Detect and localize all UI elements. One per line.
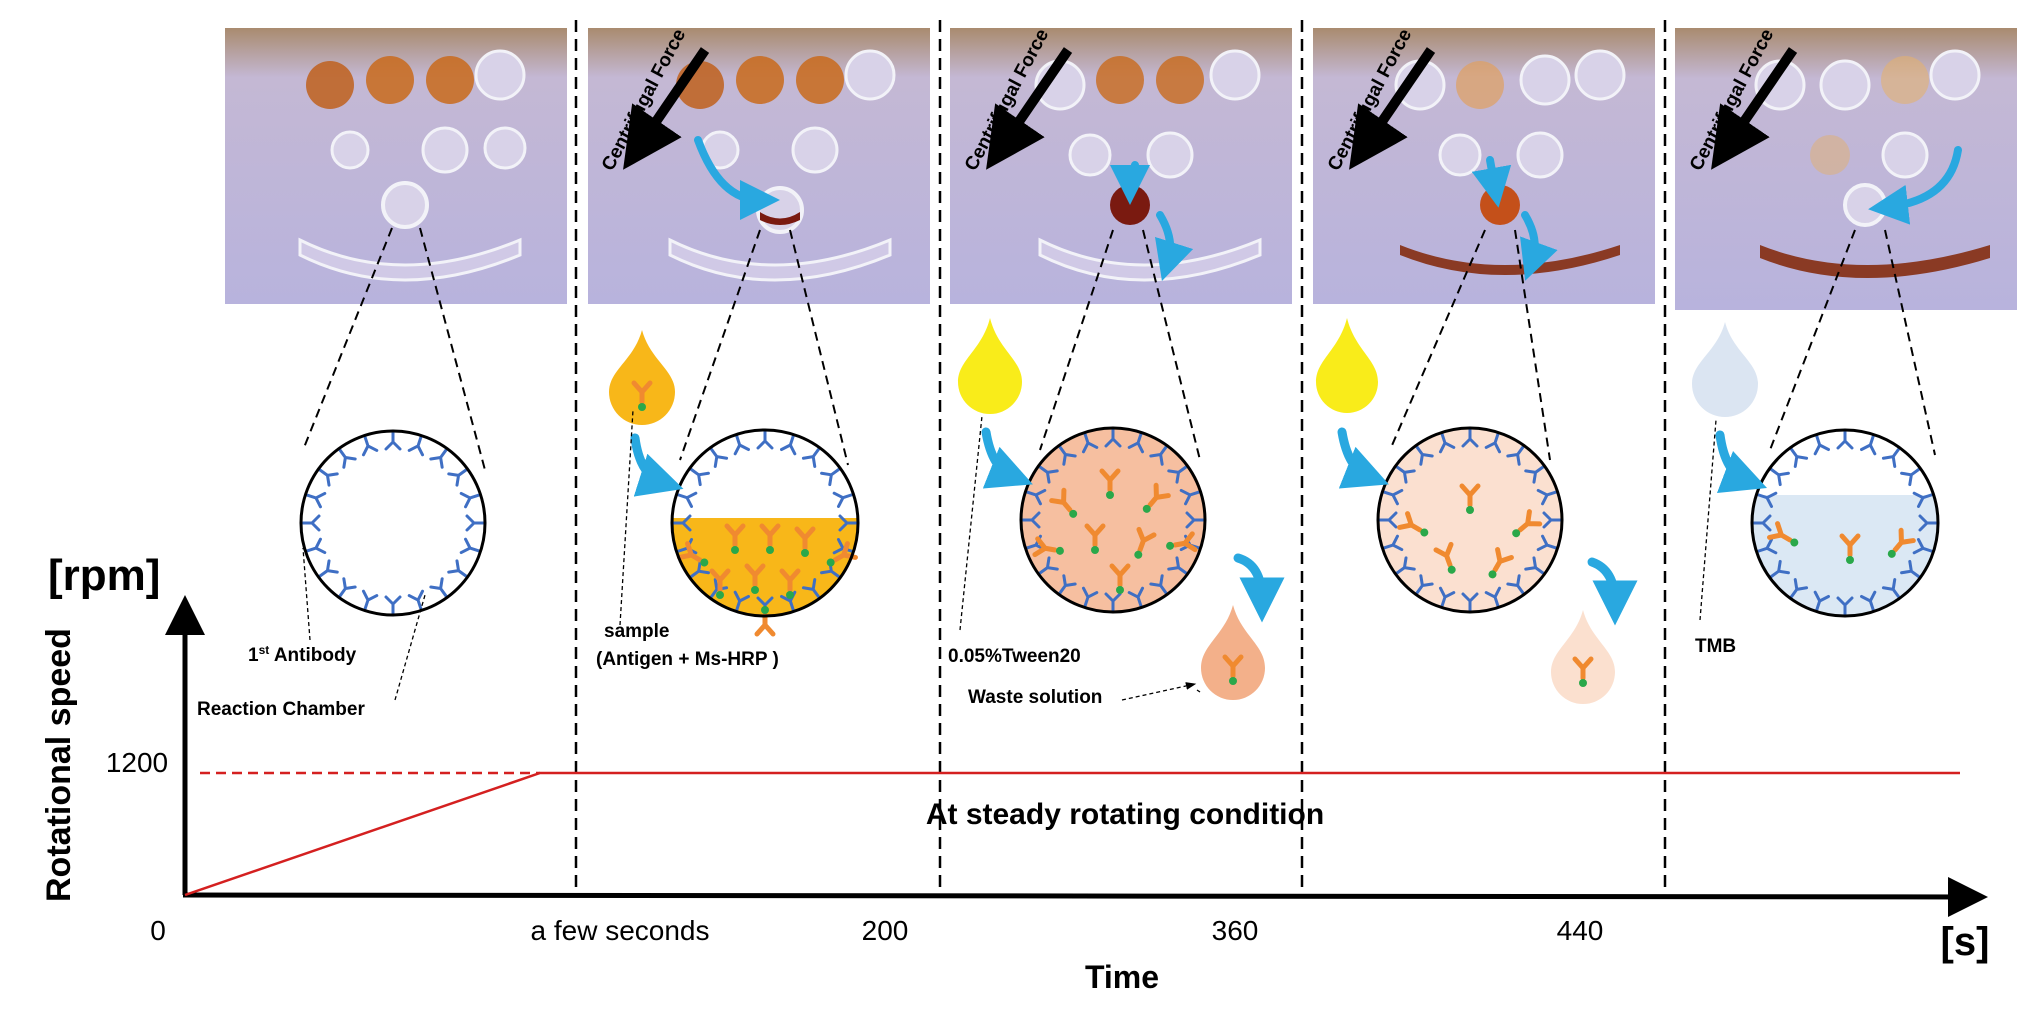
- photo-step-3: [1313, 28, 1655, 304]
- chamber-step-0: [299, 429, 487, 617]
- time-markers: [574, 20, 1667, 893]
- waste-label: Waste solution: [968, 687, 1102, 708]
- sample-label: sample: [604, 621, 669, 642]
- chamber-step-3: [1376, 426, 1564, 614]
- photo-flow-arrows: [694, 136, 1962, 282]
- y-axis-label: Rotational speed: [40, 628, 78, 902]
- x-tick-440: 440: [1557, 915, 1604, 946]
- x-axis: [182, 876, 1988, 917]
- chamber-step-2: [1019, 426, 1207, 614]
- y-axis-unit: [rpm]: [48, 551, 160, 600]
- x-axis-label: Time: [1085, 959, 1159, 995]
- waste-pointer: [1121, 682, 1197, 701]
- x-tick-0: 0: [150, 915, 166, 946]
- label-pointers: [302, 409, 1717, 701]
- wash-drop-1: [958, 318, 1022, 414]
- centrifugal-force-arrows: [623, 47, 1798, 170]
- wash-drop-2: [1316, 318, 1378, 413]
- photo-step-1: [588, 28, 930, 304]
- tmb-label: TMB: [1695, 636, 1736, 657]
- y-tick-1200: 1200: [106, 747, 168, 778]
- photo-step-0: [225, 28, 567, 304]
- waste-drop-1: [1201, 605, 1265, 700]
- waste-drop-2: [1551, 610, 1615, 704]
- sample-drop: [609, 330, 675, 425]
- photo-step-4: [1675, 28, 2017, 310]
- x-tick-360: 360: [1212, 915, 1259, 946]
- steady-condition-label: At steady rotating condition: [926, 798, 1324, 831]
- x-axis-unit: [s]: [1941, 920, 1990, 964]
- speed-profile-line: [184, 771, 1960, 897]
- photo-step-2: [950, 28, 1292, 304]
- x-tick-a-few-seconds: a few seconds: [531, 915, 710, 946]
- zoom-lines: [302, 227, 1936, 471]
- chamber-step-4: [1750, 428, 1940, 618]
- antibody-label: 1st Antibody: [248, 643, 357, 666]
- chamber-step-1: [670, 428, 860, 634]
- sample-content-label: (Antigen + Ms-HRP ): [596, 649, 779, 670]
- reaction-chamber-label: Reaction Chamber: [197, 699, 365, 720]
- drop-flow-arrows: [630, 427, 1768, 626]
- x-tick-200: 200: [862, 915, 909, 946]
- tween-label: 0.05%Tween20: [948, 646, 1081, 667]
- tmb-drop: [1692, 322, 1758, 417]
